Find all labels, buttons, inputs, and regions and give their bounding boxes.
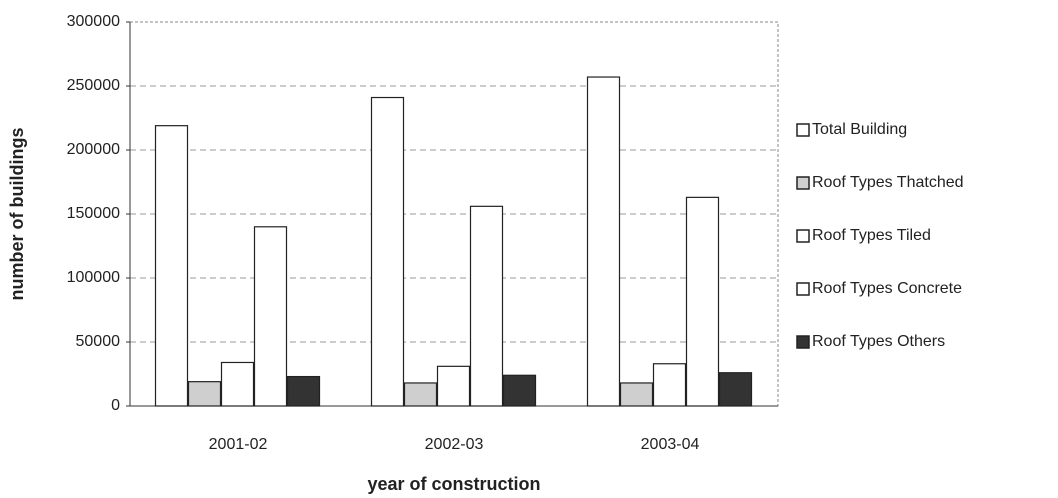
x-tick-label: 2002-03 <box>425 436 484 453</box>
bar <box>586 76 621 407</box>
bar <box>154 125 189 407</box>
legend-label: Roof Types Others <box>812 333 945 350</box>
bar <box>652 363 687 407</box>
x-tick-label: 2003-04 <box>641 436 700 453</box>
y-axis-title: number of buildings <box>7 128 27 301</box>
bar <box>436 365 471 407</box>
bar <box>718 372 753 407</box>
legend-label: Roof Types Tiled <box>812 227 931 244</box>
legend-swatch <box>796 335 810 349</box>
legend-label: Roof Types Thatched <box>812 174 964 191</box>
bar <box>220 361 255 407</box>
legend-swatch <box>796 123 810 137</box>
x-tick-label: 2001-02 <box>209 436 268 453</box>
bar <box>370 96 405 407</box>
bar <box>469 205 504 407</box>
bar <box>502 374 537 407</box>
y-tick-label: 0 <box>111 397 120 414</box>
y-tick-label: 200000 <box>67 141 120 158</box>
legend-label: Total Building <box>812 121 907 138</box>
bar <box>187 381 222 407</box>
bar <box>253 226 288 407</box>
y-tick-label: 300000 <box>67 13 120 30</box>
y-tick-label: 100000 <box>67 269 120 286</box>
y-tick-label: 150000 <box>67 205 120 222</box>
bar <box>619 382 654 407</box>
legend-swatch <box>796 282 810 296</box>
y-tick-label: 50000 <box>76 333 121 350</box>
bar <box>403 382 438 407</box>
legend-label: Roof Types Concrete <box>812 280 962 297</box>
bar <box>685 196 720 407</box>
legend-swatch <box>796 176 810 190</box>
y-tick-label: 250000 <box>67 77 120 94</box>
legend-swatch <box>796 229 810 243</box>
x-axis-title: year of construction <box>367 474 540 494</box>
bar <box>286 375 321 407</box>
